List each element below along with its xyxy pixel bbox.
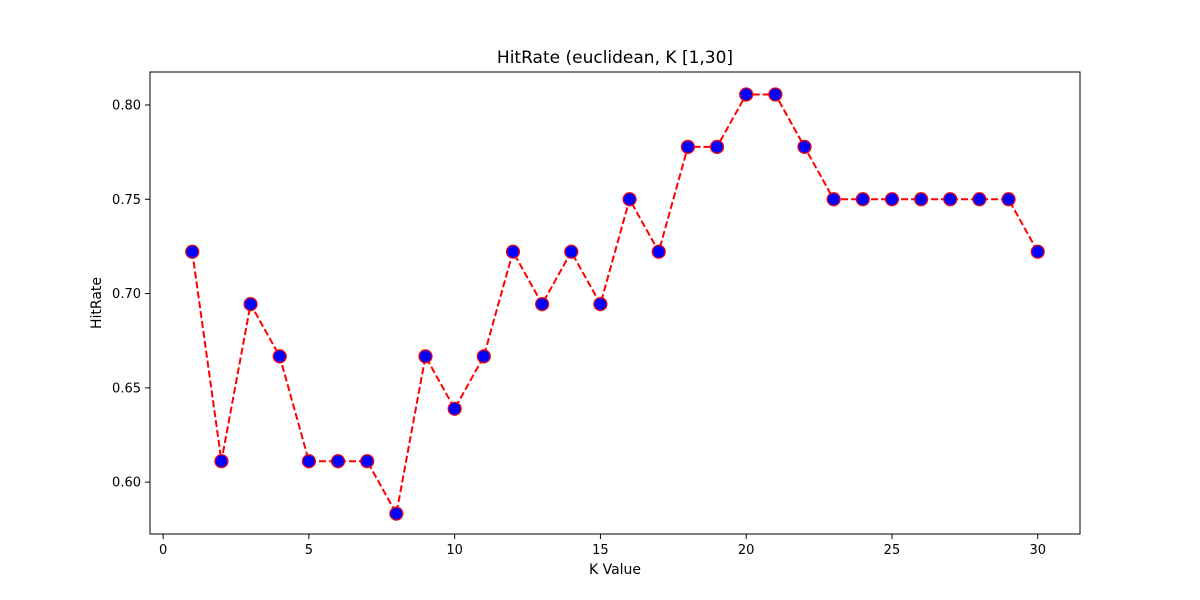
x-tick-label: 0 bbox=[159, 543, 167, 558]
y-tick-label: 0.75 bbox=[112, 193, 141, 208]
data-point bbox=[389, 506, 404, 521]
data-point bbox=[564, 244, 579, 259]
y-axis-ticks: 0.60 0.65 0.70 0.75 0.80 bbox=[112, 99, 150, 491]
data-point bbox=[680, 139, 695, 154]
data-point bbox=[1030, 244, 1045, 259]
data-point bbox=[914, 192, 929, 207]
y-tick-label: 0.65 bbox=[112, 381, 141, 396]
data-point bbox=[884, 192, 900, 207]
x-tick-label: 15 bbox=[592, 543, 609, 558]
data-point bbox=[535, 297, 550, 312]
x-tick-label: 10 bbox=[446, 543, 463, 558]
x-tick-label: 30 bbox=[1029, 543, 1046, 558]
data-point bbox=[185, 244, 200, 259]
x-tick-label: 25 bbox=[884, 543, 901, 558]
plot-area bbox=[150, 72, 1080, 534]
data-point bbox=[651, 244, 666, 259]
data-point bbox=[272, 349, 287, 364]
series-layer bbox=[185, 87, 1045, 521]
data-point bbox=[622, 192, 637, 207]
y-tick-label: 0.60 bbox=[112, 476, 141, 491]
data-point bbox=[855, 192, 870, 207]
data-point bbox=[797, 139, 812, 154]
data-point bbox=[943, 192, 958, 207]
x-tick-label: 20 bbox=[738, 543, 755, 558]
y-tick-label: 0.70 bbox=[112, 287, 141, 302]
data-point bbox=[709, 139, 725, 154]
chart-title: HitRate (euclidean, K [1,30] bbox=[497, 48, 733, 68]
x-axis-ticks: 0 5 10 15 20 25 30 bbox=[159, 534, 1046, 558]
x-axis-label: K Value bbox=[589, 562, 641, 578]
data-point bbox=[476, 349, 491, 364]
data-point bbox=[972, 192, 987, 207]
y-tick-label: 0.80 bbox=[112, 99, 141, 114]
data-point bbox=[1001, 192, 1016, 207]
data-point bbox=[739, 87, 754, 102]
data-point bbox=[826, 192, 841, 207]
data-point bbox=[243, 297, 258, 312]
y-axis-label: HitRate bbox=[89, 277, 105, 329]
data-point bbox=[768, 87, 783, 102]
data-point bbox=[505, 244, 521, 259]
data-point bbox=[360, 454, 375, 469]
plot-frame bbox=[149, 71, 1081, 535]
data-point bbox=[447, 401, 462, 416]
data-point bbox=[593, 297, 608, 312]
data-point bbox=[418, 349, 433, 364]
x-tick-label: 5 bbox=[305, 543, 313, 558]
data-point bbox=[301, 454, 316, 469]
data-point bbox=[214, 454, 229, 469]
data-point bbox=[330, 454, 346, 469]
